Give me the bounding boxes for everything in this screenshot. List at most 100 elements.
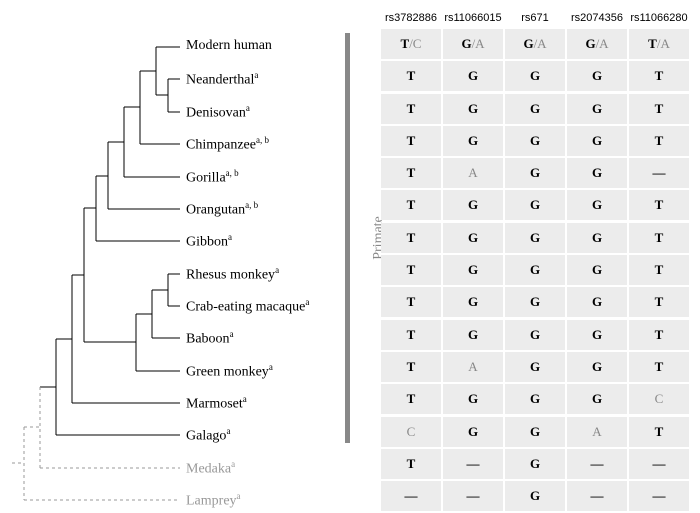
table-cell: T xyxy=(629,94,689,124)
primate-bracket xyxy=(345,33,350,443)
table-row: ——G—— xyxy=(380,480,690,512)
table-cell: G xyxy=(443,417,503,447)
table-cell: G xyxy=(567,320,627,350)
table-cell: G xyxy=(505,384,565,414)
species-label: Lampreya xyxy=(186,492,241,509)
table-row: TGGGT xyxy=(380,189,690,221)
table-cell: G xyxy=(443,126,503,156)
species-name: Chimpanzee xyxy=(186,138,256,153)
species-name: Denisovan xyxy=(186,106,246,121)
table-cell: G xyxy=(567,223,627,253)
table-cell: G xyxy=(505,352,565,382)
species-footnote: a xyxy=(305,297,309,307)
species-name: Medaka xyxy=(186,462,231,477)
species-name: Gorilla xyxy=(186,171,226,186)
table-cell: G xyxy=(505,481,565,511)
table-row: TAGGT xyxy=(380,351,690,383)
table-cell: T xyxy=(381,94,441,124)
table-cell: T/C xyxy=(381,29,441,59)
table-cell: — xyxy=(567,449,627,479)
table-row: TGGGT xyxy=(380,254,690,286)
species-name: Rhesus monkey xyxy=(186,268,275,283)
table-header-cell: rs3782886 xyxy=(380,12,442,28)
table-cell: G xyxy=(567,158,627,188)
table-cell: T xyxy=(381,190,441,220)
table-cell: — xyxy=(629,481,689,511)
species-name: Green monkey xyxy=(186,365,269,380)
species-footnote: a xyxy=(243,394,247,404)
species-label: Baboona xyxy=(186,330,234,347)
table-cell: — xyxy=(443,481,503,511)
table-cell: T xyxy=(629,287,689,317)
species-label: Neanderthala xyxy=(186,71,258,88)
table-row: CGGAT xyxy=(380,416,690,448)
figure-container: Modern humanNeanderthalaDenisovanaChimpa… xyxy=(0,0,700,513)
table-cell: C xyxy=(381,417,441,447)
table-cell: — xyxy=(629,158,689,188)
table-cell: G xyxy=(505,255,565,285)
species-name: Orangutan xyxy=(186,203,245,218)
species-name: Neanderthal xyxy=(186,73,254,88)
species-name: Marmoset xyxy=(186,397,243,412)
table-cell: G xyxy=(505,417,565,447)
table-cell: G xyxy=(567,287,627,317)
table-cell: T xyxy=(629,223,689,253)
table-cell: T xyxy=(629,255,689,285)
species-label: Crab-eating macaquea xyxy=(186,298,309,315)
species-label: Denisovana xyxy=(186,104,250,121)
species-label: Modern human xyxy=(186,39,272,53)
table-cell: T xyxy=(629,352,689,382)
species-name: Lamprey xyxy=(186,494,237,509)
table-cell: — xyxy=(567,481,627,511)
species-label: Galagoa xyxy=(186,427,230,444)
species-label: Orangutana, b xyxy=(186,201,258,218)
species-name: Gibbon xyxy=(186,235,228,250)
table-cell: T/A xyxy=(629,29,689,59)
species-label: Marmoseta xyxy=(186,395,247,412)
table-cell: A xyxy=(443,158,503,188)
species-label: Gorillaa, b xyxy=(186,169,239,186)
table-cell: G xyxy=(567,255,627,285)
table-cell: G xyxy=(505,61,565,91)
species-footnote: a xyxy=(231,459,235,469)
species-name: Galago xyxy=(186,429,226,444)
species-footnote: a xyxy=(237,491,241,501)
table-cell: G xyxy=(505,126,565,156)
species-footnote: a xyxy=(269,362,273,372)
table-cell: G xyxy=(443,223,503,253)
table-cell: G xyxy=(505,158,565,188)
table-cell: G xyxy=(567,352,627,382)
species-footnote: a xyxy=(275,265,279,275)
table-cell: T xyxy=(381,449,441,479)
table-cell: G xyxy=(505,287,565,317)
species-label: Rhesus monkeya xyxy=(186,266,279,283)
table-cell: T xyxy=(381,384,441,414)
table-cell: G/A xyxy=(443,29,503,59)
species-footnote: a, b xyxy=(226,168,239,178)
table-cell: T xyxy=(381,61,441,91)
table-cell: G/A xyxy=(505,29,565,59)
table-cell: G xyxy=(443,287,503,317)
table-cell: G xyxy=(567,94,627,124)
table-cell: — xyxy=(381,481,441,511)
phylo-tree-svg xyxy=(0,0,345,513)
table-cell: G xyxy=(567,384,627,414)
table-row: TAGG— xyxy=(380,157,690,189)
table-cell: C xyxy=(629,384,689,414)
table-header-cell: rs671 xyxy=(504,12,566,28)
species-footnote: a, b xyxy=(245,200,258,210)
table-cell: G xyxy=(505,449,565,479)
table-row: T/CG/AG/AG/AT/A xyxy=(380,28,690,60)
table-header-cell: rs11066015 xyxy=(442,12,504,28)
table-cell: G xyxy=(567,190,627,220)
snp-table: rs3782886rs11066015rs671rs2074356rs11066… xyxy=(380,0,690,512)
table-cell: G xyxy=(567,126,627,156)
table-cell: T xyxy=(629,320,689,350)
table-cell: T xyxy=(629,61,689,91)
species-footnote: a xyxy=(226,426,230,436)
table-row: TGGGT xyxy=(380,93,690,125)
table-cell: — xyxy=(629,449,689,479)
species-footnote: a, b xyxy=(256,135,269,145)
species-footnote: a xyxy=(254,70,258,80)
species-label: Green monkeya xyxy=(186,363,273,380)
